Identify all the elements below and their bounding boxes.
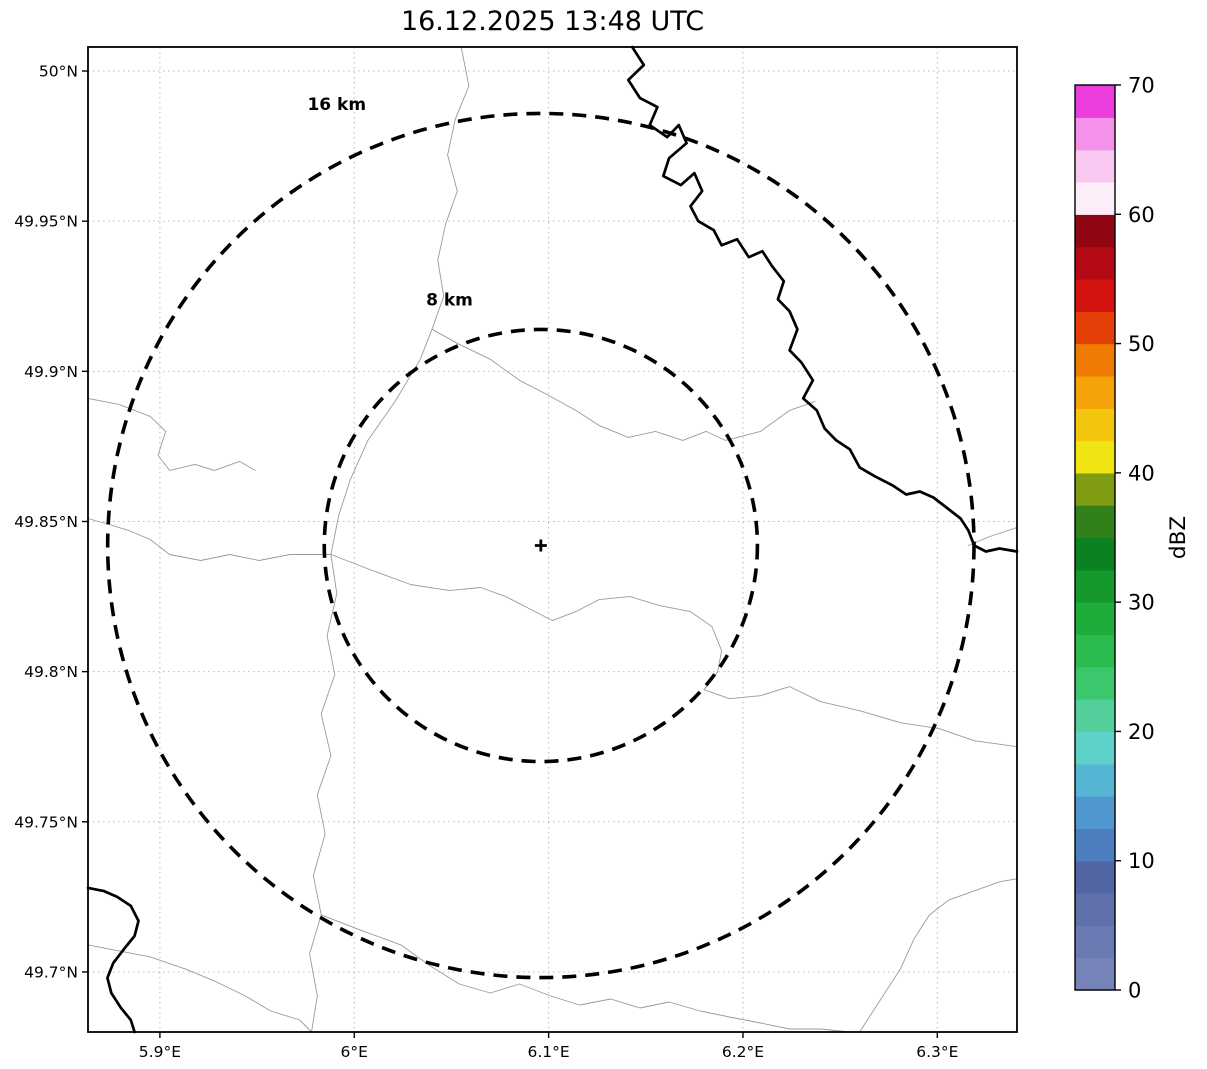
colorbar-tick-label: 30 [1128, 591, 1155, 615]
colorbar-segment [1075, 537, 1115, 571]
colorbar-segment [1075, 860, 1115, 894]
colorbar-tick-label: 20 [1128, 720, 1155, 744]
colorbar-segment [1075, 893, 1115, 926]
y-tick-label: 49.7°N [24, 963, 78, 981]
colorbar-segment [1075, 925, 1115, 959]
colorbar-segment [1075, 181, 1115, 215]
range-ring-label-8km: 8 km [426, 290, 473, 310]
y-tick-label: 50°N [39, 63, 78, 81]
plot-border [87, 46, 1018, 1033]
colorbar-border [1074, 84, 1116, 991]
boundary-line [309, 46, 470, 1033]
boundary-line [87, 944, 312, 1033]
colorbar-segment [1075, 505, 1115, 539]
range-ring-8km [322, 327, 760, 764]
boundary-line [431, 328, 816, 441]
colorbar-segment [1075, 85, 1115, 118]
river-line [626, 45, 1019, 553]
boundary-line [87, 397, 256, 471]
colorbar-segment [1075, 408, 1115, 442]
colorbar-segment [1075, 375, 1115, 409]
boundary-line [859, 878, 1018, 1033]
river-line [86, 886, 140, 1034]
colorbar-segment [1075, 634, 1115, 668]
colorbar-segment [1075, 828, 1115, 862]
colorbar-segment [1075, 149, 1115, 183]
colorbar-tick-label: 60 [1128, 203, 1155, 227]
y-tick-label: 49.85°N [14, 513, 78, 531]
x-tick-label: 6.3°E [916, 1043, 958, 1061]
colorbar-segment [1075, 117, 1115, 151]
colorbar-segment [1075, 472, 1115, 506]
y-tick-label: 49.95°N [14, 213, 78, 231]
x-tick-label: 6.2°E [722, 1043, 764, 1061]
colorbar-segment [1075, 602, 1115, 636]
radar-site-marker [534, 539, 547, 552]
colorbar-tick-label: 0 [1128, 979, 1141, 1003]
boundary-line [320, 914, 851, 1033]
colorbar-segment [1075, 699, 1115, 733]
colorbar-segment [1075, 957, 1115, 991]
y-tick-label: 49.75°N [14, 813, 78, 831]
chart-title: 16.12.2025 13:48 UTC [400, 6, 705, 37]
colorbar-segment [1075, 343, 1115, 377]
colorbar-segment [1075, 278, 1115, 312]
y-tick-label: 49.9°N [24, 363, 78, 381]
boundary-line [330, 554, 1018, 748]
colorbar-tick-label: 40 [1128, 461, 1155, 485]
colorbar-segment [1075, 731, 1115, 765]
colorbar-segment [1075, 440, 1115, 474]
boundary-line [87, 518, 332, 561]
x-tick-label: 6.1°E [528, 1043, 570, 1061]
x-tick-label: 5.9°E [139, 1043, 181, 1061]
range-ring-label-16km: 16 km [307, 95, 366, 115]
colorbar-tick-label: 70 [1128, 74, 1155, 98]
colorbar-segment [1075, 796, 1115, 829]
colorbar-segment [1075, 311, 1115, 345]
colorbar-segment [1075, 763, 1115, 797]
colorbar-axis-label: dBZ [1166, 516, 1191, 559]
colorbar-segment [1075, 666, 1115, 700]
x-tick-label: 6°E [341, 1043, 368, 1061]
range-ring-16km [105, 111, 976, 980]
colorbar-segment [1075, 246, 1115, 280]
colorbar-tick-label: 10 [1128, 849, 1155, 873]
colorbar-segment [1075, 569, 1115, 603]
colorbar-tick-label: 50 [1128, 332, 1155, 356]
y-tick-label: 49.8°N [24, 663, 78, 681]
colorbar-segment [1075, 214, 1115, 248]
